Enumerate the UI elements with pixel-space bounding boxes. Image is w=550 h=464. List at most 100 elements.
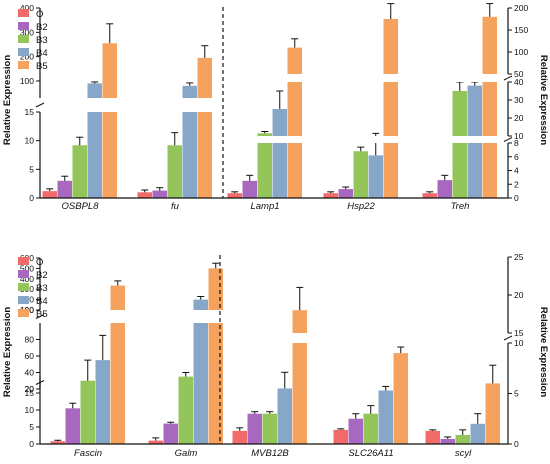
bar-Fascin-B2 [65, 408, 80, 444]
bar-MVB12B-B5 [292, 310, 307, 444]
bar-Fascin-B4 [95, 360, 110, 444]
tick-label-left: 20 [25, 384, 35, 394]
legend-swatch-B4 [18, 296, 29, 304]
bar-fu-B5 [197, 57, 212, 198]
tick-label-right: 20 [514, 113, 524, 123]
bar-Galm-O [148, 440, 163, 444]
legend-swatch-B5 [18, 61, 29, 69]
bar-Hsp22-B2 [338, 189, 353, 198]
legend-label-B5: B5 [36, 309, 48, 320]
bar-Galm-B5 [208, 268, 223, 444]
bar-SLC26A11-B5 [393, 353, 408, 444]
legend-swatch-B5 [18, 309, 29, 317]
bar-Lamp1-B5 [287, 47, 302, 198]
bar-SLC26A11-O [333, 429, 348, 444]
tick-label-right: 50 [514, 69, 524, 79]
tick-label-left: 80 [25, 335, 35, 345]
bar-MVB12B-O [232, 430, 247, 444]
axis-break-mark [503, 137, 513, 142]
axis-break-mark [35, 102, 45, 108]
bar-Galm-B2 [163, 423, 178, 444]
bar-SLC26A11-B3 [363, 413, 378, 444]
tick-label-right: 10 [514, 131, 524, 141]
tick-label-left: 0 [29, 193, 34, 203]
bar-Treh-O [422, 193, 437, 198]
category-label-left: fu [171, 201, 180, 212]
category-label-right: SLC26A11 [348, 448, 393, 459]
tick-label-right: 20 [514, 290, 524, 300]
y-axis-title-right: Relative Expression [538, 55, 549, 145]
category-label-left: OSBPL8 [62, 201, 100, 212]
bar-MVB12B-B4 [277, 388, 292, 444]
bar-fu-O [137, 192, 152, 198]
axis-break-mark [503, 335, 513, 341]
category-label-right: Lamp1 [250, 201, 279, 212]
tick-label-left: 10 [25, 405, 35, 415]
category-label-right: MVB12B [251, 448, 289, 459]
legend-label-B3: B3 [36, 283, 48, 294]
legend-swatch-B2 [18, 22, 29, 30]
legend-swatch-B4 [18, 48, 29, 56]
legend-label-O: O [36, 9, 43, 20]
axis-break-band [48, 310, 226, 323]
bar-MVB12B-B2 [247, 413, 262, 444]
legend-swatch-B3 [18, 283, 29, 291]
tick-label-left: 400 [20, 3, 34, 13]
tick-label-right: 150 [514, 25, 528, 35]
axis-break-band [225, 136, 500, 143]
bar-Treh-B2 [437, 180, 452, 198]
bar-Hsp22-B4 [368, 155, 383, 198]
legend-label-O: O [36, 257, 43, 268]
tick-label-left: 60 [25, 351, 35, 361]
tick-label-right: 100 [514, 47, 528, 57]
tick-label-right: 200 [514, 3, 528, 13]
y-axis-title-right: Relative Expression [538, 307, 549, 397]
tick-label-left: 15 [25, 107, 35, 117]
legend-label-B2: B2 [36, 270, 48, 281]
bar-OSBPL8-B4 [87, 83, 102, 198]
bar-Hsp22-O [323, 193, 338, 198]
tick-label-right: 6 [514, 152, 519, 162]
bar-Fascin-B5 [110, 285, 125, 444]
tick-label-left: 10 [25, 136, 35, 146]
axis-break-mark [35, 314, 45, 319]
legend-label-B4: B4 [36, 296, 48, 307]
bar-Fascin-B3 [80, 380, 95, 444]
tick-label-left: 20 [25, 384, 35, 394]
bar-OSBPL8-B2 [57, 180, 72, 198]
bar-Fascin-O [50, 441, 65, 444]
tick-label-right: 5 [514, 389, 519, 399]
bar-SLC26A11-B2 [348, 418, 363, 444]
tick-label-right: 2 [514, 179, 519, 189]
legend-swatch-O [18, 9, 29, 17]
bar-Lamp1-B4 [272, 109, 287, 198]
tick-label-right: 30 [514, 95, 524, 105]
bar-scyl-O [425, 430, 440, 444]
legend-label-B4: B4 [36, 48, 48, 59]
legend-label-B5: B5 [36, 61, 48, 72]
y-axis-title-left: Relative Expression [2, 307, 13, 397]
bar-Lamp1-B3 [257, 133, 272, 198]
bar-OSBPL8-O [42, 191, 57, 198]
bar-Hsp22-B5 [383, 19, 398, 198]
tick-label-right: 4 [514, 166, 519, 176]
tick-label-right: 25 [514, 252, 524, 262]
tick-label-right: 0 [514, 193, 519, 203]
bar-OSBPL8-B5 [102, 43, 117, 199]
tick-label-left: 500 [20, 263, 34, 273]
bar-scyl-B5 [485, 383, 500, 444]
bar-Lamp1-O [227, 193, 242, 198]
bar-Treh-B5 [482, 16, 497, 198]
legend-swatch-O [18, 257, 29, 265]
axis-break-band [230, 333, 503, 343]
top-panel: OSBPL8 fu Lamp1 Hsp22 Treh051015100200300400… [2, 3, 549, 212]
y-axis-title-left: Relative Expression [2, 55, 13, 145]
category-label-left: Fascin [74, 448, 102, 459]
bar-scyl-B3 [455, 434, 470, 444]
tick-label-left: 200 [20, 52, 34, 62]
category-label-right: Hsp22 [347, 201, 375, 212]
bar-Lamp1-B2 [242, 180, 257, 198]
category-label-left: Galm [175, 448, 198, 459]
tick-label-right: 0 [514, 439, 519, 449]
